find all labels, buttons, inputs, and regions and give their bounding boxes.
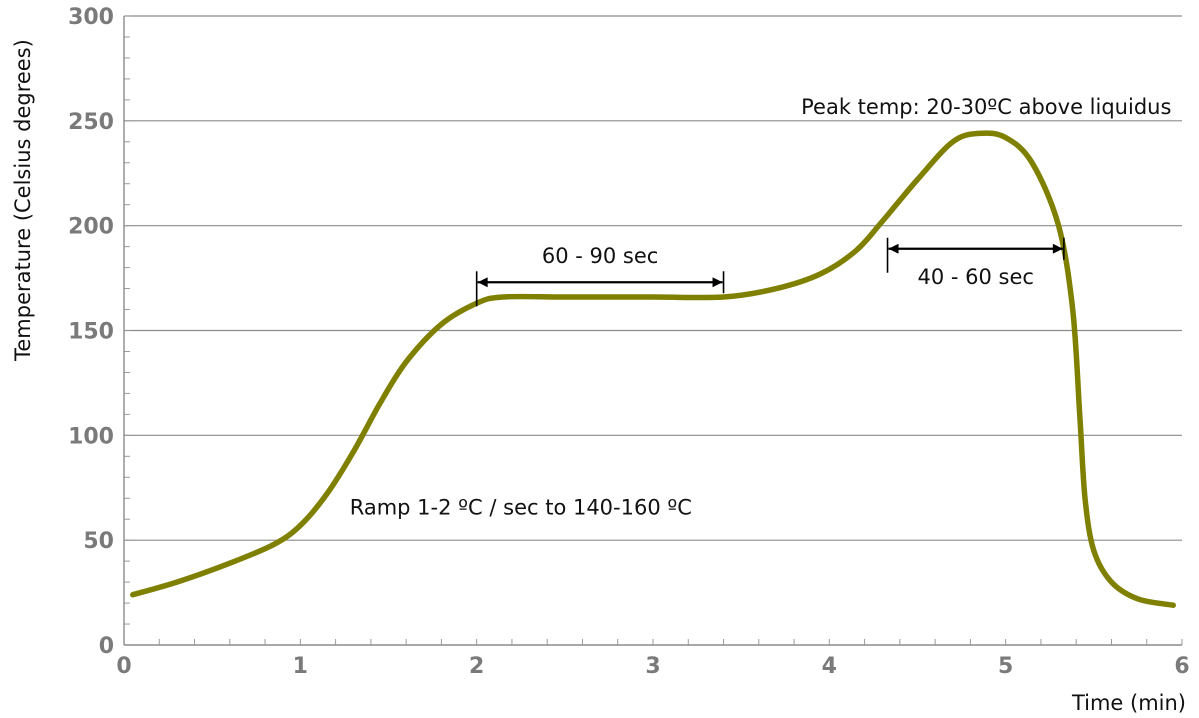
- x-tick-label: 1: [293, 654, 308, 679]
- y-axis-title: Temperature (Celsius degrees): [11, 39, 35, 362]
- grid-lines: [124, 15, 1182, 541]
- y-tick-label: 100: [68, 424, 114, 449]
- y-tick-label: 300: [68, 5, 114, 30]
- annotations: Peak temp: 20-30ºC above liquidus Ramp 1-…: [350, 95, 1172, 519]
- x-tick-label: 6: [1174, 654, 1189, 679]
- y-tick-label: 0: [99, 634, 114, 659]
- duration-label: 60 - 90 sec: [542, 244, 658, 268]
- annotation-text: Ramp 1-2 ºC / sec to 140-160 ºC: [350, 496, 692, 520]
- x-axis-title: Time (min): [1071, 691, 1186, 715]
- y-tick-label: 50: [83, 529, 114, 554]
- x-tick-labels: 0 1 2 3 4 5 6: [116, 654, 1189, 679]
- y-tick-label: 200: [68, 215, 114, 240]
- duration-markers: [475, 237, 1065, 307]
- x-tick-label: 3: [645, 654, 660, 679]
- y-tick-labels: 0 50 100 150 200 250 300: [68, 5, 114, 659]
- duration-label: 40 - 60 sec: [917, 265, 1033, 289]
- x-tick-label: 0: [116, 654, 131, 679]
- x-tick-label: 2: [469, 654, 484, 679]
- x-tick-label: 4: [822, 654, 837, 679]
- series-group: [130, 130, 1176, 608]
- x-tick-label: 5: [998, 654, 1013, 679]
- y-tick-label: 150: [68, 320, 114, 345]
- annotation-text: Peak temp: 20-30ºC above liquidus: [801, 95, 1171, 119]
- temperature-curve-line: [130, 130, 1176, 608]
- axes: [123, 16, 1182, 646]
- y-tick-label: 250: [68, 110, 114, 135]
